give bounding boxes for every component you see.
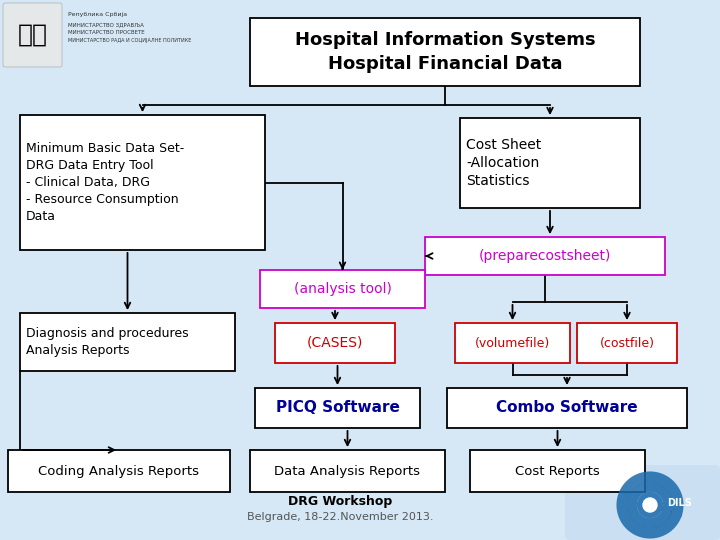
Text: Cost Sheet
-Allocation
Statistics: Cost Sheet -Allocation Statistics	[466, 138, 541, 188]
FancyBboxPatch shape	[20, 115, 265, 250]
FancyBboxPatch shape	[3, 3, 62, 67]
Text: Cost Reports: Cost Reports	[515, 464, 600, 477]
Text: Belgrade, 18-22.November 2013.: Belgrade, 18-22.November 2013.	[247, 512, 433, 522]
Text: Diagnosis and procedures
Analysis Reports: Diagnosis and procedures Analysis Report…	[26, 327, 189, 357]
FancyBboxPatch shape	[470, 450, 645, 492]
FancyBboxPatch shape	[425, 237, 665, 275]
Text: PICQ Software: PICQ Software	[276, 401, 400, 415]
Text: Hospital Information Systems
Hospital Financial Data: Hospital Information Systems Hospital Fi…	[294, 31, 595, 73]
Text: (volumefile): (volumefile)	[475, 336, 550, 349]
FancyBboxPatch shape	[455, 323, 570, 363]
FancyBboxPatch shape	[565, 465, 720, 540]
Text: Minimum Basic Data Set-
DRG Data Entry Tool
- Clinical Data, DRG
- Resource Cons: Minimum Basic Data Set- DRG Data Entry T…	[26, 142, 184, 223]
FancyBboxPatch shape	[275, 323, 395, 363]
Text: Combo Software: Combo Software	[496, 401, 638, 415]
Text: DRG Workshop: DRG Workshop	[288, 496, 392, 509]
Text: 🇷🇸: 🇷🇸	[18, 23, 48, 47]
FancyBboxPatch shape	[250, 18, 640, 86]
Text: DILS: DILS	[667, 498, 692, 508]
FancyBboxPatch shape	[260, 270, 425, 308]
Text: МИНИСТАРСТВО ЗДРАВЉА: МИНИСТАРСТВО ЗДРАВЉА	[68, 22, 144, 27]
FancyBboxPatch shape	[447, 388, 687, 428]
Text: (CASES): (CASES)	[307, 336, 363, 350]
FancyBboxPatch shape	[460, 118, 640, 208]
FancyBboxPatch shape	[255, 388, 420, 428]
Text: (costfile): (costfile)	[600, 336, 654, 349]
Circle shape	[643, 498, 657, 512]
Text: МИНИСТАРСТВО РАДА И СОЦИЈАЛНЕ ПОЛИТИКЕ: МИНИСТАРСТВО РАДА И СОЦИЈАЛНЕ ПОЛИТИКЕ	[68, 38, 192, 43]
Text: (preparecostsheet): (preparecostsheet)	[479, 249, 611, 263]
Text: Data Analysis Reports: Data Analysis Reports	[274, 464, 420, 477]
Text: (analysis tool): (analysis tool)	[294, 282, 392, 296]
Text: МИНИСТАРСТВО ПРОСВЕТЕ: МИНИСТАРСТВО ПРОСВЕТЕ	[68, 30, 145, 35]
Text: Coding Analysis Reports: Coding Analysis Reports	[38, 464, 199, 477]
Text: Република Србија: Република Србија	[68, 12, 127, 17]
FancyBboxPatch shape	[250, 450, 445, 492]
FancyBboxPatch shape	[20, 313, 235, 371]
FancyBboxPatch shape	[8, 450, 230, 492]
FancyBboxPatch shape	[577, 323, 677, 363]
